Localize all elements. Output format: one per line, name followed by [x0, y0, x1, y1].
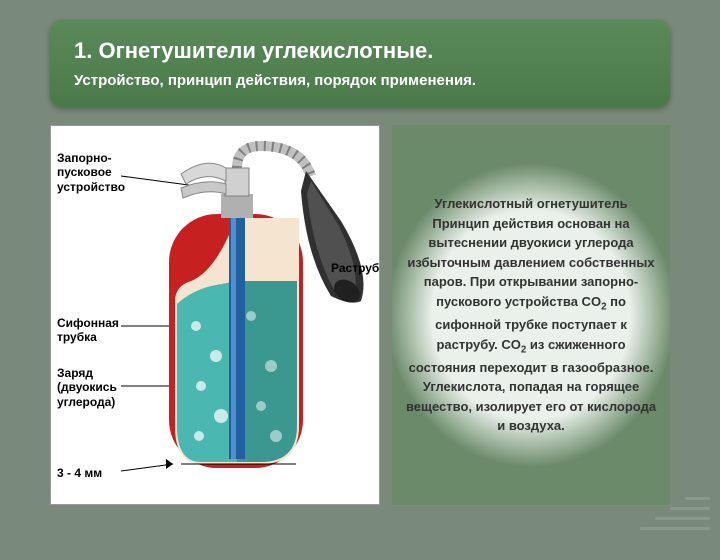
label-horn: Раструб [331, 261, 379, 275]
label-charge: Заряд (двуокись углерода) [57, 366, 127, 409]
extinguisher-diagram: Запорно-пусковое устройство Сифонная тру… [50, 125, 380, 505]
description-panel: Углекислотный огнетушитель Принцип дейст… [392, 125, 670, 505]
description-text: Углекислотный огнетушитель Принцип дейст… [404, 194, 658, 435]
label-gap: 3 - 4 мм [57, 466, 102, 480]
corner-decoration [630, 480, 710, 530]
header-card: 1. Огнетушители углекислотные. Устройств… [50, 20, 670, 107]
page-title: 1. Огнетушители углекислотные. [74, 38, 646, 64]
content-row: Запорно-пусковое устройство Сифонная тру… [50, 125, 670, 505]
label-valve: Запорно-пусковое устройство [57, 151, 137, 194]
label-siphon: Сифонная трубка [57, 316, 127, 345]
page-subtitle: Устройство, принцип действия, порядок пр… [74, 72, 646, 89]
